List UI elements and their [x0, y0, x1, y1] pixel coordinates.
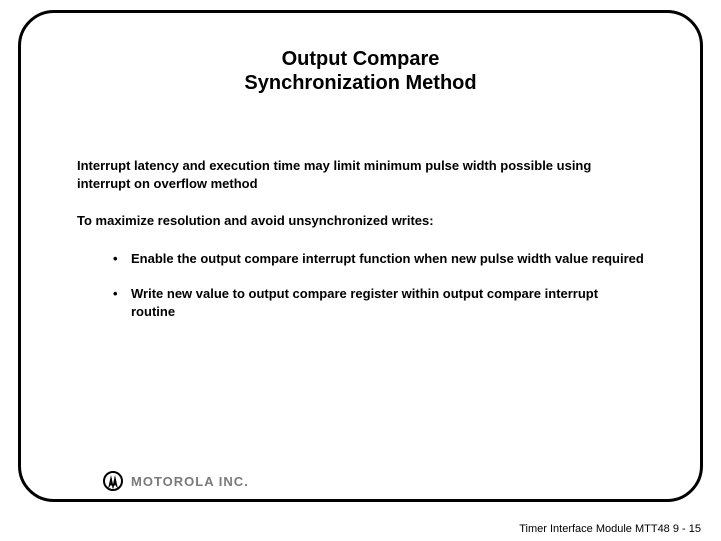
bullet-list: Enable the output compare interrupt func… — [113, 250, 644, 321]
title-line-2: Synchronization Method — [21, 71, 700, 95]
slide-footer: Timer Interface Module MTT48 9 - 15 — [519, 523, 701, 535]
slide-body: Interrupt latency and execution time may… — [21, 157, 700, 320]
bullet-item: Write new value to output compare regist… — [113, 285, 644, 320]
logo: MOTOROLA INC. — [103, 471, 249, 491]
slide-frame: Output Compare Synchronization Method In… — [18, 10, 703, 502]
logo-text: MOTOROLA INC. — [131, 474, 249, 489]
motorola-logo-icon — [103, 471, 123, 491]
title-line-1: Output Compare — [21, 47, 700, 71]
slide-title: Output Compare Synchronization Method — [21, 47, 700, 95]
body-para-2: To maximize resolution and avoid unsynch… — [77, 212, 644, 230]
body-para-1: Interrupt latency and execution time may… — [77, 157, 644, 192]
bullet-item: Enable the output compare interrupt func… — [113, 250, 644, 268]
